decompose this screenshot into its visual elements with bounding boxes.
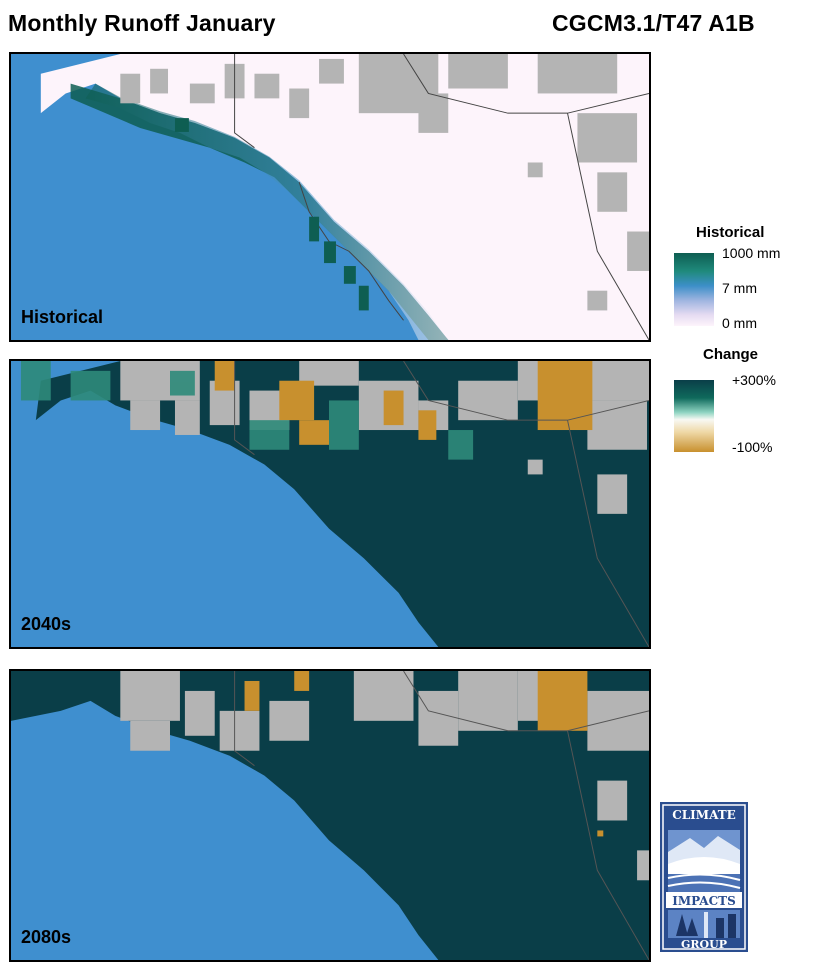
land-large-increase [35,361,649,647]
logo-text-line1: CLIMATE [672,808,736,822]
historical-map [40,54,649,340]
legend-tick-increase: +300% [732,372,776,388]
land-low-runoff [40,54,649,340]
legend-tick-mid: 7 mm [722,280,757,296]
change-2040s-map [20,361,649,647]
legend-historical-title: Historical [696,224,765,241]
nodata-cells [120,671,649,881]
logo-text-line3: GROUP [681,938,727,951]
change-colorbar [674,380,714,452]
map-panel-historical: Historical [9,52,651,342]
map-title: Monthly Runoff January [8,10,276,36]
legend-tick-max: 1000 mm [722,245,781,261]
map-panel-2040s: 2040s [9,359,651,649]
decrease-cells [244,671,604,837]
land-large-increase [11,671,649,960]
historical-colorbar [674,253,714,326]
panel-label: 2040s [21,614,72,634]
panel-label: 2080s [21,927,72,947]
islands [174,118,369,311]
logo-text-line2: IMPACTS [672,894,736,908]
moderate-increase-cells [20,361,474,460]
border-lines [234,671,649,960]
legend-tick-decrease: -100% [732,439,773,455]
climate-impacts-group-logo: CLIMATE IMPACTS GROUP [660,802,748,952]
legend-tick-min: 0 mm [722,315,757,331]
change-2080s-map [11,671,649,960]
decrease-cells [214,361,593,445]
map-panel-2080s: 2080s [9,669,651,962]
legend-change-title: Change [703,346,759,363]
border-lines [234,54,649,340]
border-lines [234,361,649,647]
model-label: CGCM3.1/T47 A1B [552,10,755,36]
nodata-cells [120,54,649,311]
panel-label: Historical [21,307,104,327]
